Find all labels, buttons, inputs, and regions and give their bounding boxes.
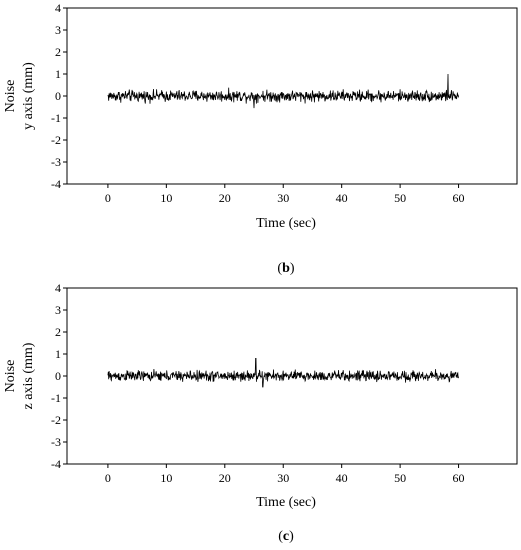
- x-tick-label: 30: [277, 471, 289, 485]
- y-tick-label: -2: [51, 413, 61, 427]
- x-tick-label: 50: [394, 191, 406, 205]
- y-tick-label: 1: [55, 347, 61, 361]
- panel-caption: (c): [278, 529, 294, 544]
- x-tick-label: 40: [336, 191, 348, 205]
- y-tick-label: 2: [55, 325, 61, 339]
- panel-caption-letter: c: [283, 529, 289, 544]
- x-axis-title: Time (sec): [256, 216, 316, 231]
- x-tick-label: 10: [160, 471, 172, 485]
- y-tick-label: 0: [55, 369, 61, 383]
- x-tick-label: 20: [219, 471, 231, 485]
- x-tick-label: 40: [336, 471, 348, 485]
- panel-caption: (b): [277, 261, 294, 276]
- noise-series-line: [107, 73, 459, 109]
- y-tick-label: -4: [51, 177, 61, 191]
- y-tick-label: 4: [55, 281, 61, 295]
- y-tick-label: 3: [55, 303, 61, 317]
- x-tick-label: 50: [394, 471, 406, 485]
- y-tick-label: 0: [55, 89, 61, 103]
- y-tick-label: -3: [51, 155, 61, 169]
- y-axis-title-line1: Noise: [3, 80, 18, 113]
- x-tick-label: 0: [105, 191, 111, 205]
- x-tick-label: 60: [453, 471, 465, 485]
- y-tick-label: 2: [55, 45, 61, 59]
- x-tick-label: 20: [219, 191, 231, 205]
- x-axis-title: Time (sec): [256, 495, 316, 510]
- y-axis-title-line2: y axis (mm): [21, 62, 36, 130]
- y-tick-label: -1: [51, 391, 61, 405]
- x-tick-label: 10: [160, 191, 172, 205]
- y-tick-label: -4: [51, 457, 61, 471]
- x-tick-label: 0: [105, 471, 111, 485]
- y-axis-title-line2: z axis (mm): [21, 342, 36, 409]
- noise-series-line: [107, 357, 459, 388]
- y-axis-title-line1: Noise: [3, 360, 18, 393]
- panel-caption-letter: b: [282, 261, 290, 276]
- x-tick-label: 30: [277, 191, 289, 205]
- y-tick-label: -3: [51, 435, 61, 449]
- y-tick-label: -2: [51, 133, 61, 147]
- y-tick-label: -1: [51, 111, 61, 125]
- y-tick-label: 1: [55, 67, 61, 81]
- y-tick-label: 4: [55, 1, 61, 15]
- x-tick-label: 60: [453, 191, 465, 205]
- y-tick-label: 3: [55, 23, 61, 37]
